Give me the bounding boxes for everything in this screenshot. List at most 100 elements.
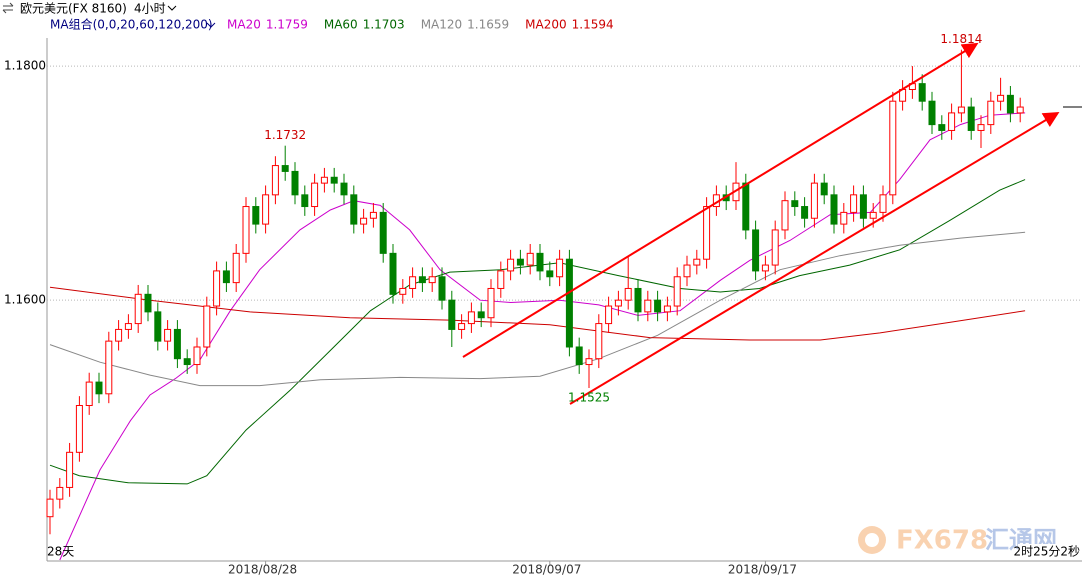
ma-dropdown[interactable] (206, 22, 216, 28)
watermark-text: FX678 (896, 526, 988, 556)
candle-body (497, 270, 505, 289)
footer-left: 28天 (47, 545, 74, 559)
annotation: 1.1525 (568, 390, 610, 404)
candle-body (967, 106, 975, 131)
candle-body (458, 323, 466, 330)
candle-body (222, 270, 230, 284)
candle-body (938, 124, 946, 131)
candle-body (830, 194, 838, 225)
candle-body (124, 323, 132, 330)
legend-name: MA120 (421, 18, 462, 32)
candle-body (546, 270, 554, 278)
candle-body (409, 276, 417, 289)
candle-body (330, 176, 338, 184)
candle-body (213, 270, 221, 307)
y-tick-label: 1.1600 (4, 293, 46, 307)
candle-body (438, 276, 446, 301)
candle-body (526, 252, 534, 266)
candle-body (761, 264, 769, 272)
candle-body (957, 106, 965, 114)
candle-body (752, 229, 760, 272)
legend-name: MA60 (324, 18, 358, 32)
candle-body (565, 258, 573, 348)
candle-body (634, 287, 642, 313)
ma-line (49, 231, 1026, 387)
candle-body (663, 305, 671, 313)
instrument-title: 欧元美元(FX 8160) (20, 2, 127, 16)
candle-body (154, 311, 162, 342)
candle-body (585, 358, 593, 366)
candle-body (369, 211, 377, 219)
footer-right-bg (1018, 544, 1082, 560)
candle-body (193, 346, 201, 366)
candle-body (810, 182, 818, 219)
legend-value: 1.1703 (363, 18, 405, 32)
candle-body (95, 381, 103, 395)
candle-body (536, 252, 544, 272)
x-tick-label: 2018/09/07 (512, 563, 581, 575)
candle-body (271, 165, 279, 196)
candle-body (683, 264, 691, 278)
candle-body (850, 194, 858, 213)
candle-body (232, 252, 240, 284)
candle-body (291, 170, 299, 196)
footer-right: 2时25分2秒 (1013, 545, 1080, 559)
candle-body (389, 252, 397, 295)
candle-body (820, 182, 828, 196)
candle-body (281, 165, 289, 172)
candle-body (301, 194, 309, 208)
candle-body (164, 328, 172, 342)
period-dropdown[interactable] (167, 5, 177, 11)
y-tick-label: 1.1800 (4, 59, 46, 73)
candle-body (507, 258, 515, 272)
candle-body (654, 299, 662, 313)
candle-body (614, 299, 622, 307)
candle-body (311, 182, 319, 208)
candle-body (252, 206, 260, 225)
candle-body (516, 258, 524, 266)
annotation: 1.1814 (940, 32, 982, 46)
candle-body (75, 405, 83, 453)
candle-body (673, 276, 681, 307)
candle-body (781, 200, 789, 231)
candle-body (66, 451, 74, 488)
candle-body (173, 328, 181, 360)
candle-body (624, 287, 632, 301)
candle-body (448, 299, 456, 330)
candle-body (605, 305, 613, 325)
candle-body (85, 381, 93, 407)
watermark-logo (858, 526, 886, 554)
candle-body (997, 94, 1005, 102)
legend-name: MA200 (525, 18, 566, 32)
candle-body (703, 206, 711, 260)
watermark-logo-inner (865, 533, 879, 547)
candle-body (379, 211, 387, 254)
legend-value: 1.1594 (572, 18, 614, 32)
annotation: 1.1732 (264, 128, 306, 142)
candle-body (399, 287, 407, 295)
candle-body (350, 194, 358, 225)
candle-body (918, 83, 926, 102)
candle-body (644, 299, 652, 313)
period[interactable]: 4小时 (134, 2, 166, 16)
candle-body (134, 293, 142, 325)
candle-body (487, 287, 495, 319)
ma-group[interactable]: MA组合(0,0,20,60,120,200) (50, 17, 213, 32)
candle-body (340, 182, 348, 196)
candle-body (115, 328, 123, 342)
trend-line-lower (569, 111, 1060, 405)
candle-body (242, 206, 250, 254)
candle-body (320, 176, 328, 184)
trend-line-upper (462, 42, 979, 358)
candle-body (859, 194, 867, 219)
candle-body (879, 194, 887, 213)
candle-body (105, 340, 113, 395)
candle-body (987, 100, 995, 126)
candle-body (183, 358, 191, 366)
header-icon[interactable] (2, 2, 14, 14)
candle-body (360, 217, 368, 225)
candle-body (595, 323, 603, 360)
candle-body (771, 229, 779, 266)
candle-body (203, 305, 211, 348)
candle-body (840, 211, 848, 225)
